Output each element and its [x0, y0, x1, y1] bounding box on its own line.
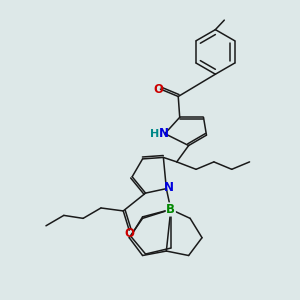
Text: O: O: [153, 82, 163, 96]
Text: N: N: [159, 127, 169, 140]
Text: O: O: [124, 227, 134, 240]
Text: N: N: [164, 181, 174, 194]
Text: B: B: [166, 205, 175, 218]
Text: H: H: [150, 129, 160, 139]
Text: B: B: [166, 203, 175, 216]
